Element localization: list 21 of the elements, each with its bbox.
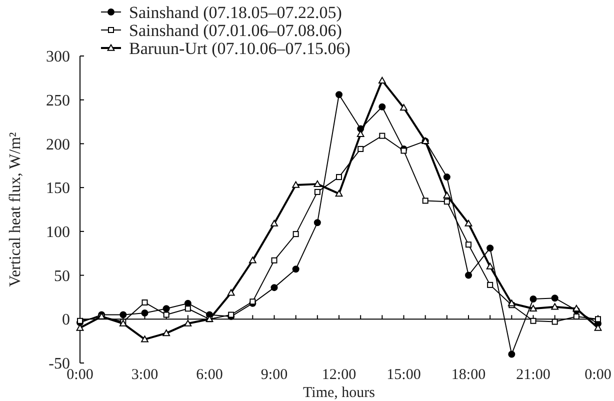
x-tick-label: 12:00 — [322, 367, 356, 383]
y-tick-label: 50 — [54, 268, 70, 285]
legend-label: Sainshand (07.01.06–07.08.06) — [129, 20, 342, 40]
x-tick-label: 3:00 — [131, 367, 158, 383]
x-tick-label: 0:00 — [584, 367, 612, 383]
x-tick-label: 6:00 — [196, 367, 223, 383]
x-tick-label: 18:00 — [451, 367, 486, 383]
x-tick-label: 21:00 — [516, 367, 550, 383]
y-tick-label: 250 — [46, 92, 70, 110]
y-tick-label: 100 — [46, 224, 70, 242]
y-tick-label: 150 — [46, 180, 70, 198]
x-tick-label: 0:00 — [66, 367, 94, 383]
legend-label: Baruun-Urt (07.10.06–07.15.06) — [129, 38, 350, 58]
x-tick-label: 9:00 — [260, 367, 288, 383]
legend-label: Sainshand (07.18.05–07.22.05) — [129, 2, 342, 22]
y-axis-title: Vertical heat flux, W/m² — [7, 132, 24, 287]
x-axis-title: Time, hours — [303, 385, 376, 401]
y-tick-label: 200 — [46, 136, 70, 154]
x-tick-label: 15:00 — [386, 367, 421, 383]
y-tick-label: 0 — [62, 312, 70, 329]
y-tick-label: 300 — [46, 48, 70, 66]
